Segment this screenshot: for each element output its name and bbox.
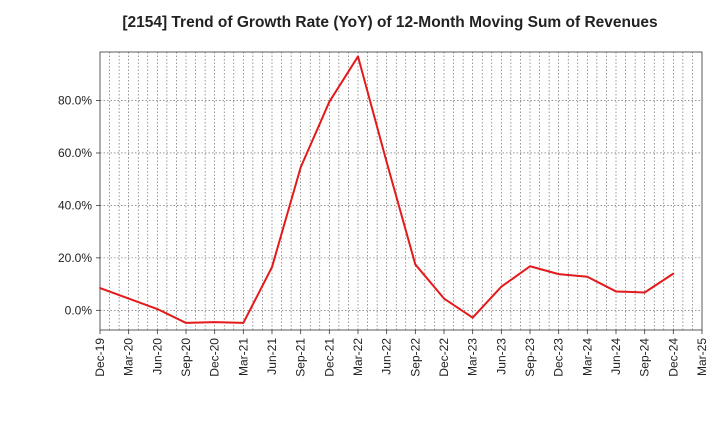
- x-tick-label: Sep-20: [179, 338, 193, 377]
- x-tick-label: Jun-22: [380, 338, 394, 375]
- x-tick-label: Jun-24: [609, 338, 623, 375]
- data-point: [299, 166, 302, 169]
- x-tick-label: Dec-19: [93, 338, 107, 377]
- data-point: [271, 266, 273, 268]
- x-tick-label: Sep-22: [408, 338, 422, 377]
- data-point: [414, 263, 417, 266]
- y-tick-label: 20.0%: [58, 251, 92, 265]
- data-point: [643, 291, 646, 294]
- data-point: [242, 322, 245, 324]
- x-tick-label: Mar-24: [580, 338, 594, 376]
- x-tick-label: Dec-22: [437, 338, 451, 377]
- x-tick-label: Jun-23: [494, 338, 508, 375]
- data-point: [615, 290, 617, 293]
- x-tick-label: Mar-20: [122, 338, 136, 376]
- data-point: [99, 287, 101, 289]
- y-tick-label: 40.0%: [58, 198, 92, 212]
- x-tick-label: Jun-21: [265, 338, 279, 375]
- x-tick-label: Dec-24: [666, 338, 680, 377]
- data-point: [127, 297, 130, 300]
- data-point: [471, 316, 474, 319]
- chart-title: [2154] Trend of Growth Rate (YoY) of 12-…: [122, 14, 658, 31]
- data-point: [500, 285, 503, 288]
- data-point: [443, 297, 445, 300]
- y-tick-label: 80.0%: [58, 94, 92, 108]
- data-point: [557, 273, 560, 276]
- data-point: [328, 100, 331, 103]
- y-tick-label: 0.0%: [65, 303, 93, 317]
- x-tick-label: Sep-24: [638, 338, 652, 377]
- plot-frame: [99, 51, 703, 331]
- x-tick-label: Mar-21: [236, 338, 250, 376]
- data-point: [185, 322, 187, 324]
- x-tick-label: Dec-21: [322, 338, 336, 377]
- data-point: [213, 321, 216, 324]
- x-tick-label: Dec-23: [552, 338, 566, 377]
- y-tick-label: 60.0%: [58, 146, 92, 160]
- data-point: [672, 272, 675, 275]
- x-tick-label: Mar-25: [695, 338, 709, 376]
- data-point: [529, 265, 531, 268]
- x-tick-label: Sep-23: [523, 338, 537, 377]
- data-point: [156, 308, 159, 310]
- x-tick-label: Mar-23: [466, 338, 480, 376]
- x-tick-label: Mar-22: [351, 338, 365, 376]
- data-point: [385, 161, 388, 164]
- x-tick-label: Jun-20: [150, 338, 164, 375]
- x-tick-label: Dec-20: [208, 338, 222, 377]
- x-tick-label: Sep-21: [294, 338, 308, 377]
- data-point: [357, 55, 359, 58]
- data-point: [586, 275, 589, 278]
